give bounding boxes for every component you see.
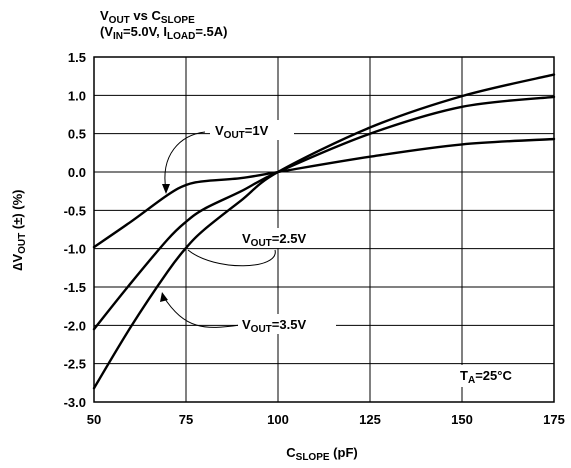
callout-arrow-1v [164, 131, 206, 191]
series-label-1v: VOUT=1V [215, 123, 269, 141]
y-tick-label: 1.5 [68, 50, 86, 65]
x-tick-label: 75 [179, 412, 193, 427]
callout-arrow-3-5v [162, 295, 241, 328]
series-label-2-5v: VOUT=2.5V [242, 231, 306, 249]
x-tick-label: 125 [359, 412, 381, 427]
x-tick-label: 50 [87, 412, 101, 427]
callout-arrow-2-5v [187, 249, 276, 267]
y-tick-label: 1.0 [68, 88, 86, 103]
x-tick-labels: 50 75 100 125 150 175 [87, 412, 565, 427]
temperature-annotation: TA=25°C [460, 368, 512, 386]
series-label-bg-2-5v [238, 228, 336, 248]
x-axis-label: CSLOPE (pF) [286, 445, 357, 463]
y-tick-label: 0.0 [68, 165, 86, 180]
y-tick-label: -3.0 [64, 395, 86, 410]
callout-arrowhead-1v [162, 184, 170, 194]
series-line [92, 73, 556, 390]
callouts [160, 131, 276, 328]
chart-title-line1: VOUT vs CSLOPE [100, 8, 195, 26]
series-line [92, 137, 556, 249]
chart-title-line2: (VIN=5.0V, ILOAD=.5A) [100, 24, 227, 42]
x-tick-label: 175 [543, 412, 565, 427]
series-line [92, 95, 556, 331]
y-tick-labels: -3.0 -2.5 -2.0 -1.5 -1.0 -0.5 0.0 0.5 1.0 1.5 [64, 50, 86, 410]
callout-arrowhead-3-5v [160, 292, 168, 302]
y-axis-label: ∆VOUT (±) (%) [10, 190, 28, 271]
y-tick-label: -2.0 [64, 318, 86, 333]
series-label-bg-1v [210, 120, 294, 140]
y-tick-label: -1.5 [64, 280, 86, 295]
y-tick-label: -1.0 [64, 242, 86, 257]
annotation-bg [454, 365, 526, 387]
series-lines [92, 73, 556, 390]
series-label-bg-3-5v [238, 314, 336, 334]
y-tick-label: -0.5 [64, 203, 86, 218]
y-tick-label: 0.5 [68, 127, 86, 142]
series-label-3-5v: VOUT=3.5V [242, 317, 306, 335]
y-tick-label: -2.5 [64, 357, 86, 372]
x-tick-label: 100 [267, 412, 289, 427]
x-tick-label: 150 [451, 412, 473, 427]
plot-frame [93, 56, 555, 403]
